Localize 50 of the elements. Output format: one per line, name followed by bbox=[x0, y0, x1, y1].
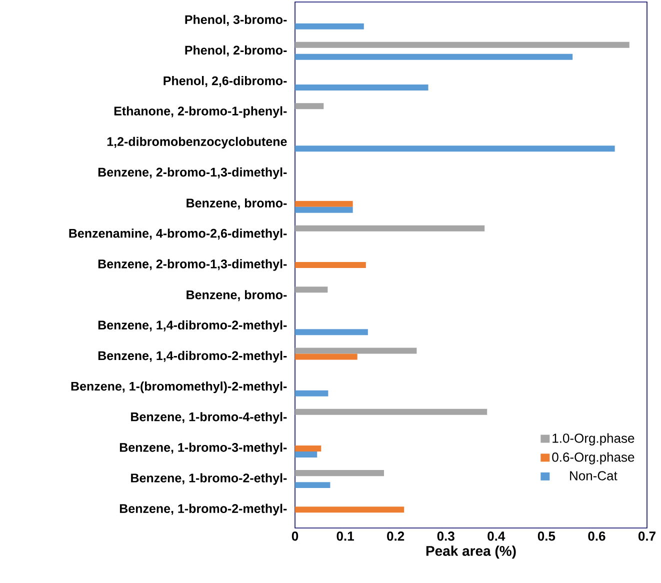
bar bbox=[295, 445, 322, 452]
bar bbox=[295, 84, 428, 91]
y-tick-label: Phenol, 3-bromo- bbox=[185, 14, 287, 26]
y-tick-label: Benzene, 1-(bromomethyl)-2-methyl- bbox=[71, 381, 287, 394]
y-tick-label: Benzene, 1,4-dibromo-2-methyl- bbox=[98, 350, 287, 363]
bar bbox=[295, 451, 318, 458]
x-tick-label: 0.2 bbox=[387, 532, 404, 541]
y-tick-label: Ethanone, 2-bromo-1-phenyl- bbox=[114, 106, 287, 118]
bar bbox=[295, 200, 353, 207]
bar bbox=[295, 506, 404, 513]
bar bbox=[295, 206, 353, 213]
x-axis-title: Peak area (%) bbox=[426, 546, 516, 559]
x-tick-label: 0.4 bbox=[488, 532, 506, 541]
bar bbox=[295, 225, 485, 232]
x-tick-label: 0.3 bbox=[437, 532, 454, 541]
y-tick-label: Benzene, 1-bromo-2-methyl- bbox=[120, 504, 287, 516]
bar bbox=[295, 146, 615, 152]
bar bbox=[295, 103, 324, 110]
y-tick-label: Benzene, 1-bromo-3-methyl- bbox=[120, 442, 287, 454]
bar bbox=[295, 470, 384, 476]
x-tick-label: 0.5 bbox=[538, 532, 556, 541]
bar bbox=[295, 348, 417, 354]
y-tick-label: Benzene, 1-bromo-2-ethyl- bbox=[131, 473, 287, 485]
bar bbox=[295, 286, 328, 293]
y-tick-label: Phenol, 2-bromo- bbox=[185, 45, 287, 56]
y-tick-label: Benzene, 2-bromo-1,3-dimethyl- bbox=[98, 259, 287, 271]
y-tick-label: 1,2-dibromobenzocyclobutene bbox=[107, 136, 287, 148]
bar bbox=[295, 42, 630, 48]
x-tick-label: 0.6 bbox=[588, 532, 606, 541]
bar bbox=[295, 329, 368, 336]
bar bbox=[295, 262, 366, 268]
y-tick-label: Benzene, bromo- bbox=[186, 290, 287, 302]
y-tick-label: Benzenamine, 4-bromo-2,6-dimethyl- bbox=[69, 228, 287, 240]
legend-label: 0.6-Org.phase bbox=[552, 452, 634, 464]
y-tick-label: Benzene, 2-bromo-1,3-dimethyl- bbox=[98, 167, 287, 180]
bar bbox=[295, 390, 328, 396]
y-tick-label: Phenol, 2,6-dibromo- bbox=[164, 76, 287, 87]
x-tick-label: 0.1 bbox=[336, 532, 354, 541]
y-tick-label: Benzene, bromo- bbox=[186, 198, 287, 210]
bar bbox=[295, 482, 330, 488]
legend-label: Non-Cat bbox=[570, 471, 618, 480]
x-tick-label: 0.7 bbox=[638, 532, 656, 541]
bar bbox=[295, 354, 358, 360]
x-tick-label: 0 bbox=[292, 532, 298, 541]
bar bbox=[295, 23, 364, 30]
y-tick-label: Benzene, 1-bromo-4-ethyl- bbox=[131, 412, 287, 424]
y-tick-label: Benzene, 1,4-dibromo-2-methyl- bbox=[98, 320, 287, 332]
bar bbox=[295, 54, 573, 60]
bar bbox=[295, 408, 488, 415]
legend-label: 1.0-Org.phase bbox=[552, 433, 634, 446]
